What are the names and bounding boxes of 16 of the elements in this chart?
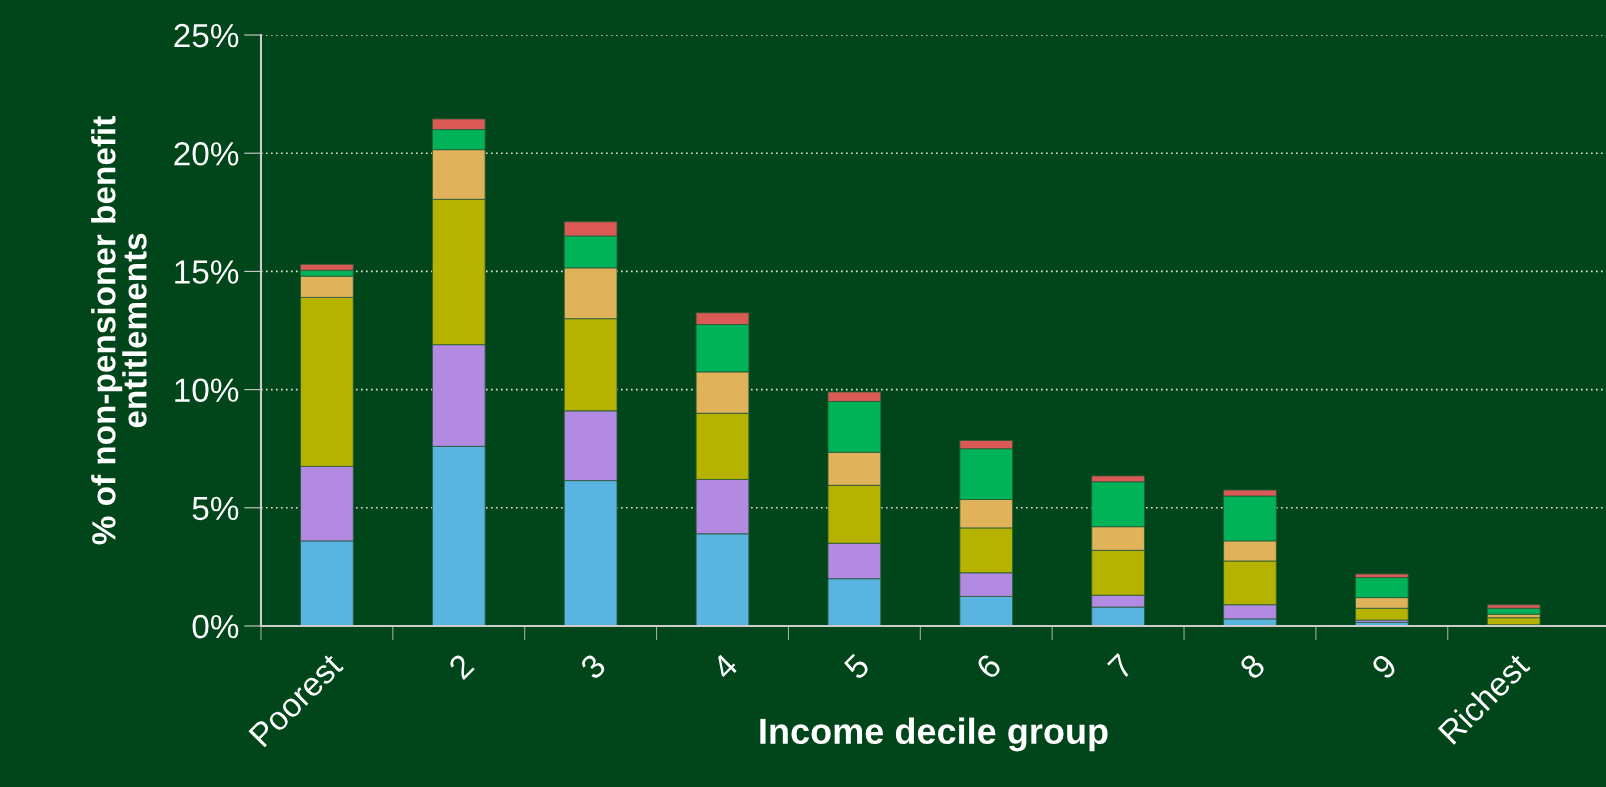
y-tick-label: 0%	[192, 614, 239, 639]
y-axis-title: % of non-pensioner benefit entitlements	[91, 116, 147, 545]
x-axis-title: Income decile group	[760, 717, 1108, 752]
y-tick-label: 5%	[192, 496, 239, 521]
y-tick-label: 15%	[175, 260, 239, 284]
x-tick-label: 9	[1370, 652, 1399, 681]
x-tick-label: 4	[710, 652, 739, 681]
x-tick-label: 6	[974, 652, 1003, 681]
y-tick-label: 10%	[175, 378, 239, 402]
x-tick-label: 8	[1238, 652, 1267, 681]
x-tick-label: 5	[843, 652, 871, 681]
x-tick-label: 3	[579, 652, 607, 681]
x-tick-label: 7	[1107, 653, 1134, 680]
y-tick-label: 20%	[174, 142, 239, 166]
x-tick-label: 2	[447, 652, 475, 680]
y-tick-label: 25%	[174, 23, 239, 48]
